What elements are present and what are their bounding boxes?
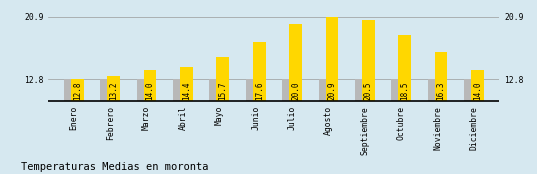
Bar	[355, 79, 368, 101]
Bar	[173, 79, 186, 101]
Text: 14.0: 14.0	[146, 81, 155, 100]
Bar	[100, 79, 113, 101]
Bar	[137, 79, 149, 101]
Bar	[216, 57, 229, 101]
Bar	[464, 79, 477, 101]
Text: 14.0: 14.0	[473, 81, 482, 100]
Bar	[209, 79, 222, 101]
Bar	[427, 79, 440, 101]
Bar	[282, 79, 295, 101]
Text: Temperaturas Medias en moronta: Temperaturas Medias en moronta	[21, 162, 209, 172]
Bar	[107, 76, 120, 101]
Bar	[391, 79, 404, 101]
Bar	[325, 17, 338, 101]
Bar	[71, 79, 84, 101]
Text: 20.5: 20.5	[364, 81, 373, 100]
Bar	[64, 79, 77, 101]
Text: 14.4: 14.4	[182, 81, 191, 100]
Text: 12.8: 12.8	[73, 81, 82, 100]
Text: 16.3: 16.3	[437, 81, 446, 100]
Text: 20.9: 20.9	[328, 81, 337, 100]
Bar	[398, 35, 411, 101]
Bar	[362, 20, 375, 101]
Bar	[435, 52, 447, 101]
Bar	[318, 79, 331, 101]
Bar	[144, 70, 156, 101]
Text: 17.6: 17.6	[255, 81, 264, 100]
Bar	[471, 70, 484, 101]
Text: 15.7: 15.7	[219, 81, 227, 100]
Bar	[253, 42, 266, 101]
Text: 13.2: 13.2	[109, 81, 118, 100]
Bar	[180, 67, 193, 101]
Text: 18.5: 18.5	[400, 81, 409, 100]
Text: 20.0: 20.0	[291, 81, 300, 100]
Bar	[246, 79, 258, 101]
Bar	[289, 24, 302, 101]
